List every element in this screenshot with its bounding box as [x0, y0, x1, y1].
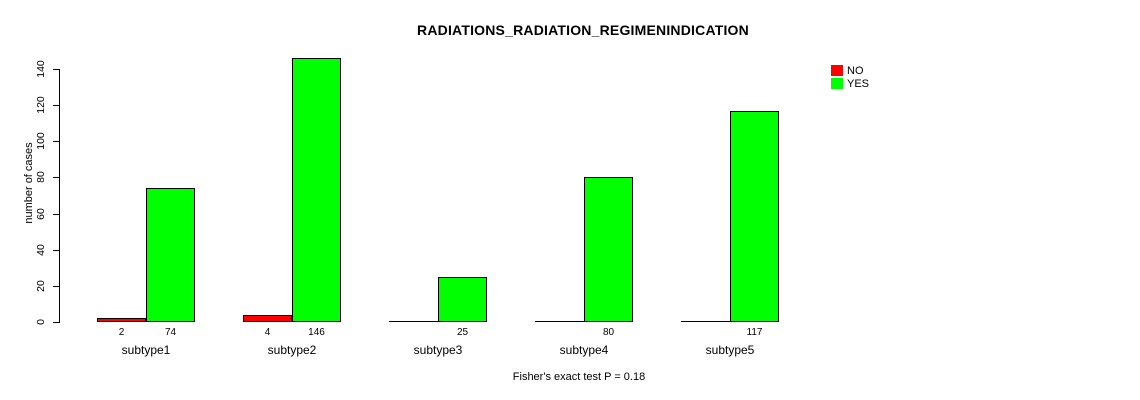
y-tick-40: [53, 250, 59, 251]
y-axis-line: [59, 69, 60, 323]
footnote-text: Fisher's exact test P = 0.18: [512, 371, 646, 383]
y-axis-title: number of cases: [23, 142, 35, 224]
legend-item-no: NO: [831, 64, 869, 77]
bar-value-label-yes-subtype5: 117: [746, 327, 763, 338]
bar-value-label-yes-subtype1: 74: [164, 327, 177, 338]
x-category-label-subtype1: subtype1: [121, 343, 171, 357]
y-tick-label-20: 20: [35, 280, 47, 292]
y-tick-140: [53, 69, 59, 70]
bar-no-subtype3: [389, 321, 438, 322]
bar-yes-subtype5: [730, 111, 779, 322]
y-tick-label-140: 140: [35, 60, 47, 78]
bar-yes-subtype2: [292, 58, 341, 322]
y-tick-80: [53, 177, 59, 178]
x-category-label-subtype4: subtype4: [559, 343, 609, 357]
y-tick-60: [53, 214, 59, 215]
y-tick-label-120: 120: [35, 96, 47, 114]
bar-value-label-yes-subtype4: 80: [602, 327, 615, 338]
bar-yes-subtype3: [438, 277, 487, 322]
legend: NO YES: [831, 64, 869, 90]
y-tick-0: [53, 322, 59, 323]
bar-no-subtype2: [243, 315, 292, 322]
bar-no-subtype1: [97, 318, 146, 322]
y-tick-20: [53, 286, 59, 287]
y-tick-label-40: 40: [35, 244, 47, 256]
x-category-label-subtype5: subtype5: [705, 343, 755, 357]
bar-yes-subtype4: [584, 177, 633, 322]
x-category-label-subtype3: subtype3: [413, 343, 463, 357]
legend-label-yes: YES: [847, 77, 870, 90]
bar-yes-subtype1: [146, 188, 195, 322]
bar-no-subtype4: [535, 321, 584, 322]
legend-label-no: NO: [847, 64, 864, 77]
y-tick-label-60: 60: [35, 208, 47, 220]
bar-value-label-no-subtype2: 4: [264, 327, 271, 338]
legend-swatch-no: [831, 65, 843, 76]
chart-title: RADIATIONS_RADIATION_REGIMENINDICATION: [417, 22, 749, 38]
y-tick-120: [53, 105, 59, 106]
bar-value-label-no-subtype1: 2: [118, 327, 125, 338]
legend-swatch-yes: [831, 78, 843, 89]
x-category-label-subtype2: subtype2: [267, 343, 317, 357]
y-tick-label-100: 100: [35, 132, 47, 150]
y-tick-label-0: 0: [35, 319, 47, 325]
legend-item-yes: YES: [831, 77, 869, 90]
bar-no-subtype5: [681, 321, 730, 322]
y-tick-label-80: 80: [35, 171, 47, 183]
bar-value-label-yes-subtype3: 25: [456, 327, 469, 338]
y-tick-100: [53, 141, 59, 142]
bar-value-label-yes-subtype2: 146: [308, 327, 325, 338]
